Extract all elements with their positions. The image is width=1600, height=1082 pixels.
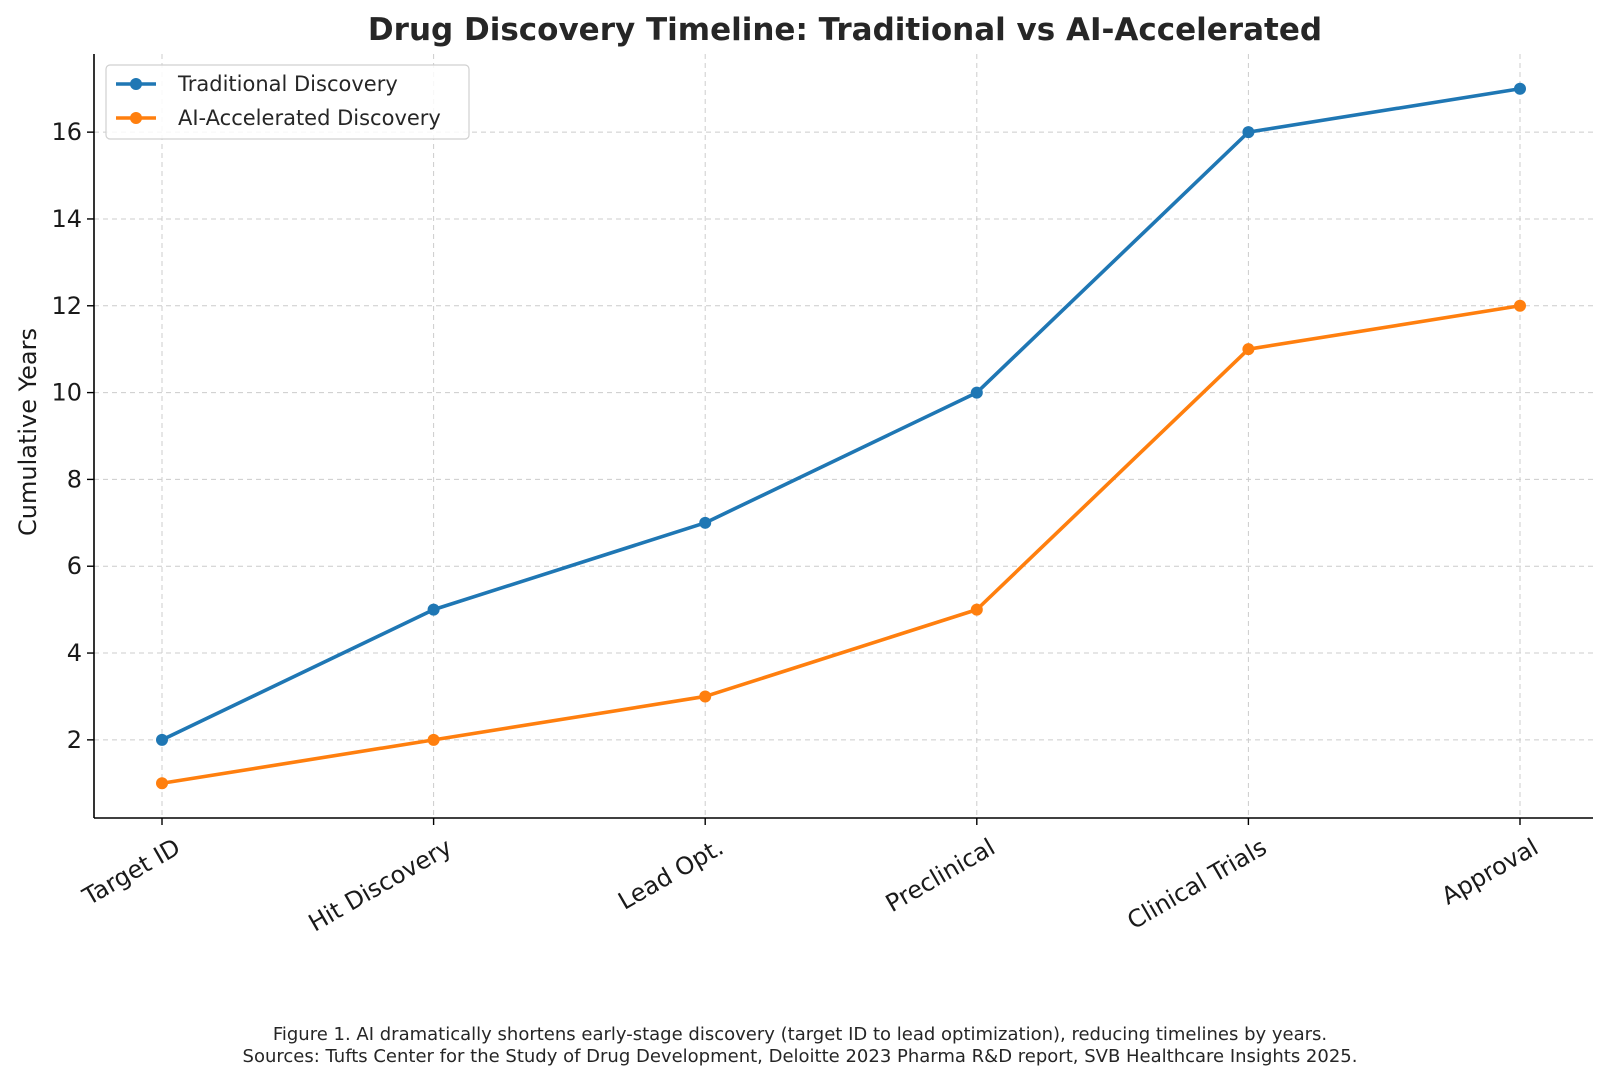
legend-swatch-marker — [130, 112, 142, 124]
legend-label: AI-Accelerated Discovery — [178, 106, 441, 130]
data-point — [427, 733, 440, 746]
data-point — [970, 386, 983, 399]
y-tick-label: 10 — [51, 379, 82, 407]
series-layer — [156, 82, 1526, 790]
series-line — [161, 86, 1521, 742]
line-chart: Drug Discovery Timeline: Traditional vs … — [14, 12, 1593, 937]
y-tick-label: 14 — [51, 205, 82, 233]
x-tick-label: Preclinical — [881, 833, 1000, 918]
chart-title: Drug Discovery Timeline: Traditional vs … — [368, 12, 1322, 48]
data-point — [699, 690, 712, 703]
x-tick-label: Approval — [1437, 833, 1543, 910]
data-point — [970, 603, 983, 616]
x-tick-label: Hit Discovery — [304, 833, 457, 937]
y-tick-label: 6 — [67, 552, 82, 580]
legend-box — [105, 64, 470, 140]
data-point — [1514, 299, 1526, 312]
data-point — [156, 777, 168, 790]
caption-line-1: Figure 1. AI dramatically shortens early… — [272, 1024, 1328, 1045]
y-tick-label: 12 — [51, 292, 82, 320]
data-point — [1242, 126, 1255, 139]
y-axis-label: Cumulative Years — [14, 328, 42, 536]
x-tick-label: Lead Opt. — [613, 833, 728, 915]
y-tick-label: 16 — [51, 118, 82, 146]
data-point — [427, 603, 440, 616]
caption-line-2: Sources: Tufts Center for the Study of D… — [242, 1046, 1358, 1067]
data-point — [1242, 343, 1255, 356]
data-point — [1514, 82, 1526, 95]
y-tick-label: 4 — [67, 639, 82, 667]
legend-label: Traditional Discovery — [177, 72, 398, 96]
data-point — [156, 733, 168, 746]
series-line — [161, 303, 1521, 786]
y-tick-label: 8 — [67, 465, 82, 493]
x-tick-label: Clinical Trials — [1123, 833, 1272, 935]
legend-swatch-marker — [130, 78, 142, 90]
x-tick-label: Target ID — [77, 833, 185, 911]
axes: 2 4 6 8 10 12 14 16 Target ID Hit Discovery Lead O… — [51, 54, 1593, 937]
grid — [94, 54, 1593, 818]
y-tick-label: 2 — [67, 726, 82, 754]
data-point — [699, 516, 712, 529]
legend: Traditional Discovery AI-Accelerated Disc… — [105, 64, 470, 140]
